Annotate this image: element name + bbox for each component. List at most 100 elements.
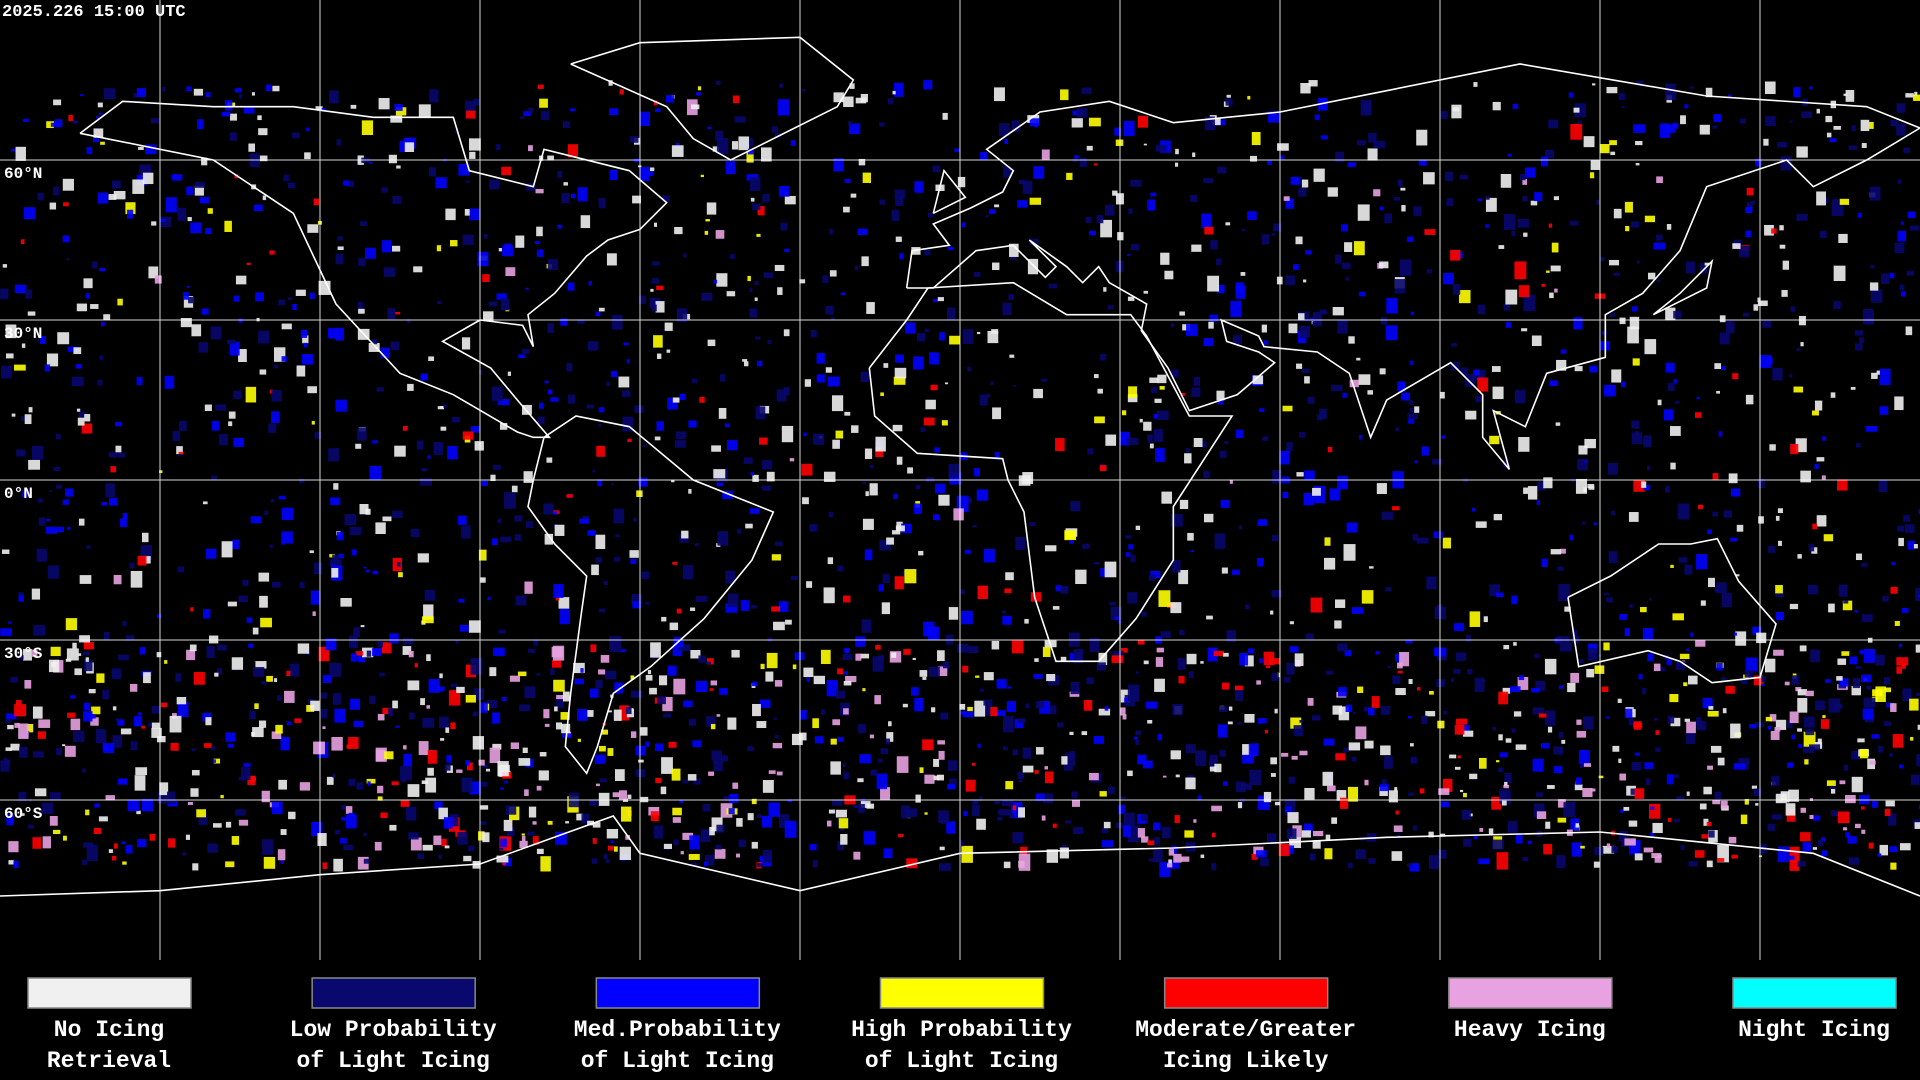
icing-speckle	[688, 420, 697, 428]
icing-speckle	[1909, 225, 1920, 231]
icing-speckle	[1878, 745, 1883, 753]
icing-speckle	[1765, 716, 1772, 722]
icing-speckle	[186, 86, 192, 92]
icing-speckle	[1247, 211, 1257, 220]
icing-speckle	[869, 465, 874, 469]
icing-speckle	[1210, 240, 1218, 250]
icing-speckle	[204, 404, 212, 411]
icing-speckle	[706, 661, 712, 665]
icing-speckle	[1833, 125, 1841, 130]
icing-speckle	[1179, 311, 1185, 316]
icing-speckle	[461, 525, 471, 539]
icing-speckle	[1290, 717, 1302, 729]
icing-speckle	[1768, 545, 1776, 553]
icing-speckle	[211, 746, 216, 751]
icing-speckle	[1368, 858, 1376, 864]
icing-speckle	[1903, 514, 1910, 523]
icing-speckle	[994, 452, 1000, 460]
icing-speckle	[88, 689, 96, 694]
icing-speckle	[979, 394, 988, 406]
icing-speckle	[402, 646, 412, 655]
icing-speckle	[1357, 686, 1364, 693]
icing-speckle	[1309, 853, 1316, 861]
icing-speckle	[52, 829, 61, 835]
icing-speckle	[619, 89, 624, 95]
icing-speckle	[1473, 370, 1486, 380]
icing-speckle	[948, 463, 960, 478]
icing-speckle	[1416, 537, 1429, 544]
icing-speckle	[1029, 118, 1040, 127]
icing-speckle	[1643, 435, 1652, 448]
icing-speckle	[1135, 739, 1140, 746]
icing-speckle	[1437, 720, 1445, 729]
icing-speckle	[1251, 853, 1258, 860]
icing-speckle	[433, 441, 443, 455]
icing-speckle	[1884, 808, 1891, 817]
icing-speckle	[649, 297, 661, 309]
icing-speckle	[403, 753, 413, 767]
icing-speckle	[1217, 398, 1224, 405]
icing-speckle	[1011, 640, 1024, 654]
icing-speckle	[469, 151, 476, 159]
icing-speckle	[281, 323, 292, 330]
icing-speckle	[1149, 443, 1154, 449]
icing-speckle	[1549, 380, 1559, 387]
icing-speckle	[1363, 706, 1369, 712]
icing-speckle	[983, 699, 993, 706]
icing-speckle	[1143, 660, 1149, 665]
icing-speckle	[1732, 373, 1739, 380]
icing-speckle	[483, 764, 487, 767]
icing-speckle	[1861, 143, 1867, 148]
icing-speckle	[1656, 279, 1661, 282]
icing-speckle	[1541, 558, 1548, 568]
icing-speckle	[328, 448, 339, 462]
icing-speckle	[246, 262, 251, 265]
icing-speckle	[14, 704, 27, 717]
icing-speckle	[1353, 241, 1365, 256]
icing-speckle	[625, 835, 630, 840]
icing-speckle	[893, 82, 904, 97]
icing-speckle	[1793, 87, 1801, 98]
icing-speckle	[399, 140, 408, 152]
icing-speckle	[1468, 813, 1473, 817]
icing-speckle	[1105, 434, 1117, 446]
icing-speckle	[528, 107, 534, 113]
icing-speckle	[234, 174, 239, 179]
icing-speckle	[361, 120, 374, 136]
icing-speckle	[1086, 145, 1093, 151]
icing-speckle	[718, 407, 727, 419]
icing-speckle	[778, 601, 789, 612]
icing-speckle	[823, 587, 835, 604]
icing-speckle	[650, 288, 654, 292]
icing-speckle	[771, 126, 778, 133]
icing-speckle	[115, 421, 123, 427]
icing-speckle	[1633, 722, 1643, 728]
icing-speckle	[5, 353, 14, 359]
icing-speckle	[312, 611, 316, 616]
icing-speckle	[1405, 639, 1413, 644]
icing-speckle	[912, 657, 916, 661]
icing-speckle	[1147, 840, 1156, 846]
icing-speckle	[1346, 522, 1358, 533]
icing-speckle	[570, 193, 576, 199]
icing-speckle	[865, 491, 869, 497]
icing-speckle	[1130, 179, 1142, 187]
icing-speckle	[1812, 847, 1818, 850]
icing-speckle	[1804, 759, 1809, 765]
icing-speckle	[226, 339, 236, 345]
icing-speckle	[1829, 786, 1836, 790]
icing-speckle	[709, 688, 714, 691]
icing-speckle	[1498, 245, 1505, 249]
icing-speckle	[137, 839, 147, 848]
icing-speckle	[882, 574, 890, 584]
icing-speckle	[205, 548, 217, 559]
icing-speckle	[1178, 569, 1189, 585]
icing-speckle	[1811, 547, 1818, 554]
legend-swatch	[1448, 977, 1613, 1009]
icing-speckle	[557, 225, 563, 229]
icing-speckle	[870, 769, 878, 776]
icing-speckle	[1235, 285, 1246, 299]
icing-speckle	[842, 763, 846, 767]
icing-speckle	[1141, 814, 1149, 822]
